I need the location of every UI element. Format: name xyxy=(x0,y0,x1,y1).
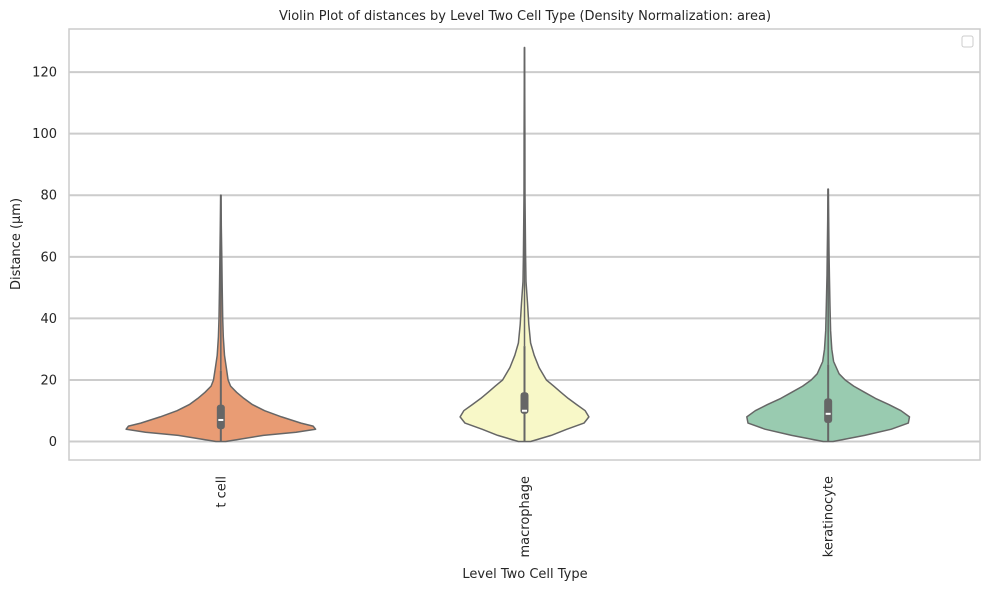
y-tick-labels: 0 20 40 60 80 100 120 xyxy=(32,66,57,450)
y-tick-label: 100 xyxy=(32,127,57,142)
y-tick-label: 20 xyxy=(40,373,57,388)
x-axis-label: Level Two Cell Type xyxy=(462,567,587,582)
x-tick-label: keratinocyte xyxy=(822,476,837,557)
x-tick-label: t cell xyxy=(214,476,229,508)
y-tick-label: 80 xyxy=(40,189,57,204)
x-tick-labels: t cell macrophage keratinocyte xyxy=(214,476,836,558)
violin-macrophage xyxy=(459,46,590,443)
x-tick-label: macrophage xyxy=(518,476,533,558)
y-axis-label: Distance (µm) xyxy=(9,198,24,290)
chart-title: Violin Plot of distances by Level Two Ce… xyxy=(279,9,771,24)
violin-iqr-box xyxy=(216,404,225,430)
violins xyxy=(125,46,911,443)
violin-keratinocyte xyxy=(746,188,911,443)
y-tick-label: 0 xyxy=(49,435,57,450)
y-tick-label: 120 xyxy=(32,66,57,81)
plot-frame xyxy=(68,28,981,461)
legend-box xyxy=(961,35,974,48)
violin-t-cell xyxy=(125,194,317,443)
y-tick-label: 40 xyxy=(40,312,57,327)
violin-iqr-box xyxy=(520,392,529,414)
violin-iqr-box xyxy=(824,398,833,424)
y-tick-label: 60 xyxy=(40,250,57,265)
